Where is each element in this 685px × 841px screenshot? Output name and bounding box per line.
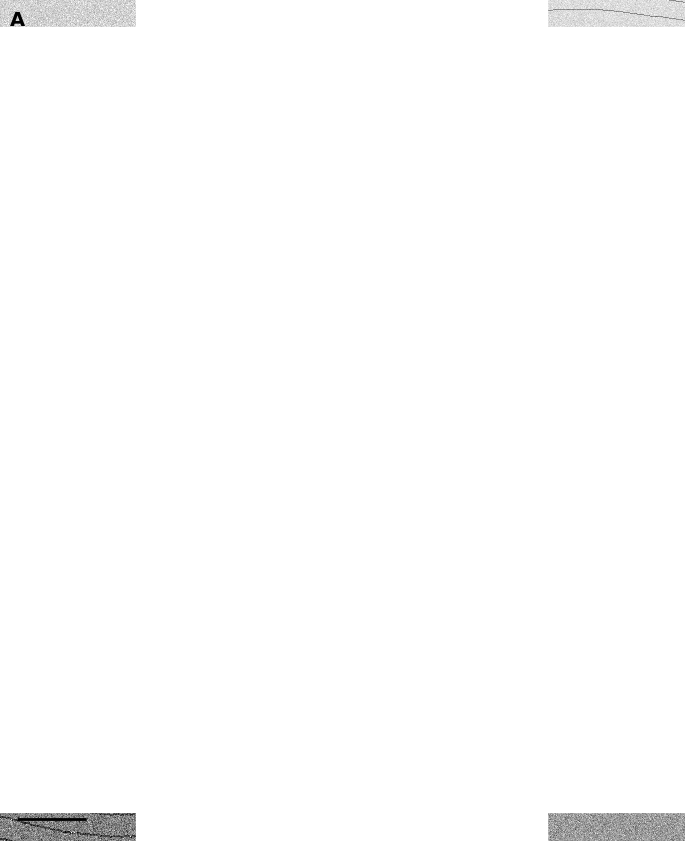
Text: A: A [10, 11, 25, 30]
Text: 200 nm: 200 nm [27, 794, 75, 807]
Text: 200 nm: 200 nm [369, 513, 417, 526]
Text: F: F [352, 571, 366, 590]
Text: B: B [352, 11, 367, 30]
Text: 200 nm: 200 nm [369, 234, 417, 246]
Text: D: D [352, 291, 369, 310]
Text: 1 μm: 1 μm [36, 513, 67, 526]
Text: 200 nm: 200 nm [369, 794, 417, 807]
Text: 1 μm: 1 μm [36, 234, 67, 246]
Text: E: E [10, 571, 23, 590]
Text: C: C [10, 291, 25, 310]
